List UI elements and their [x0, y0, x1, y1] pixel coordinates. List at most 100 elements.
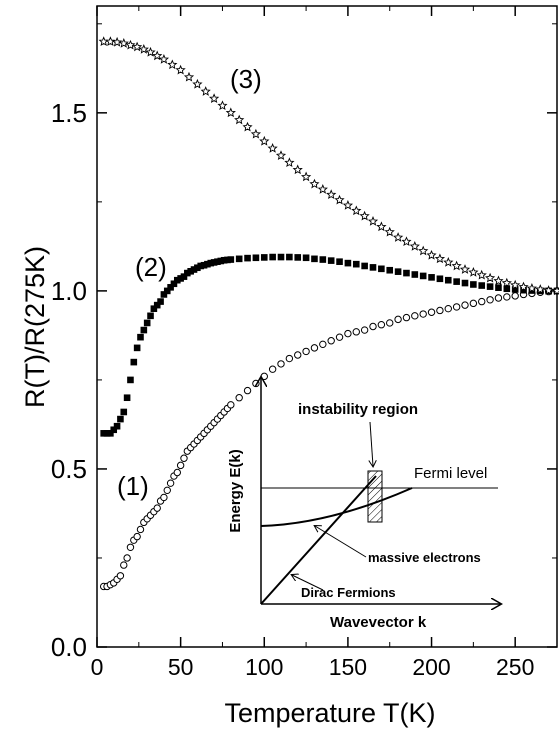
- series-1-point: [369, 322, 377, 331]
- series-3-point: [105, 36, 116, 46]
- series-1-point: [252, 379, 260, 388]
- series-1-point: [277, 360, 285, 368]
- series-1-point: [436, 306, 444, 315]
- x-tick-label: 150: [329, 654, 367, 680]
- series-3-point: [551, 285, 559, 296]
- series-2-point: [107, 430, 114, 437]
- series-3-point: [175, 64, 186, 75]
- curve-label-1: (1): [117, 471, 149, 501]
- series-1-point: [126, 543, 135, 551]
- series-3-point: [309, 178, 320, 189]
- series-2-point: [103, 430, 111, 437]
- series-2-point: [130, 358, 138, 366]
- series-2-point: [197, 262, 205, 270]
- x-tick-label: 200: [412, 654, 450, 680]
- series-2-point: [453, 278, 460, 285]
- series-3-point: [434, 253, 446, 264]
- series-2-point: [269, 253, 276, 261]
- series-3-point: [242, 121, 253, 132]
- series-1-point: [511, 292, 519, 300]
- series-3-point: [98, 36, 109, 46]
- series-2-point: [361, 262, 368, 270]
- series-3-point: [493, 275, 504, 286]
- series-2-point: [444, 276, 452, 284]
- series-2-point: [133, 344, 141, 352]
- series-2-point: [470, 281, 477, 288]
- series-3-point: [543, 285, 554, 295]
- curve-label-3: (3): [230, 64, 262, 94]
- series-3-point: [468, 267, 479, 277]
- series-2-point: [143, 319, 151, 327]
- inset-fermi-label: Fermi level: [414, 465, 487, 482]
- series-2-point: [120, 408, 128, 416]
- y-axis-title: R(T)/R(275K): [20, 246, 50, 408]
- series-1-point: [494, 294, 503, 302]
- series-2-point: [436, 275, 444, 283]
- series-3-point: [418, 245, 429, 256]
- series-2-point: [302, 254, 310, 262]
- series-2-point: [277, 253, 285, 261]
- series-2-point: [127, 376, 134, 384]
- series-2-point: [394, 268, 402, 275]
- series-1-point: [160, 493, 168, 502]
- series-2-point: [378, 265, 385, 273]
- plot-frame: [96, 5, 558, 648]
- series-3-point: [451, 260, 462, 271]
- series-2-point: [184, 269, 191, 277]
- series-2-point: [167, 284, 174, 291]
- series-2-point: [110, 426, 118, 434]
- series-2-point: [294, 254, 302, 261]
- series-1-point: [344, 329, 352, 338]
- series-1-point: [469, 299, 478, 308]
- series-1-point: [486, 296, 494, 304]
- y-tick-label: 0.0: [51, 632, 87, 662]
- inset-massive-label: massive electrons: [368, 550, 481, 565]
- series-1-point: [163, 486, 171, 495]
- series-1-point: [302, 347, 310, 356]
- series-3-point: [459, 264, 471, 274]
- series-2-point: [180, 273, 188, 280]
- series-1-point: [360, 326, 369, 334]
- series-1-point: [394, 315, 402, 324]
- series-1-point: [133, 532, 141, 541]
- series-2-point: [486, 283, 494, 290]
- series-3-point: [510, 279, 521, 290]
- series-1-point: [310, 344, 319, 352]
- series-3-point: [192, 78, 203, 89]
- series-3-point: [526, 283, 538, 293]
- x-axis-title: Temperature T(K): [224, 698, 435, 728]
- series-3-point: [317, 184, 328, 194]
- series-1-point: [260, 372, 268, 381]
- series-3-point: [300, 171, 312, 182]
- series-1-point: [173, 468, 181, 477]
- series-3-point: [476, 269, 487, 280]
- series-2-point: [244, 254, 251, 262]
- series-1-point: [166, 479, 175, 487]
- x-tick-label: 50: [168, 654, 194, 680]
- series-3-point: [275, 150, 287, 160]
- series-3-point: [326, 189, 337, 200]
- series-3-point: [409, 241, 420, 251]
- series-2-point: [170, 280, 178, 288]
- inset-instability-arrow: [370, 421, 373, 466]
- series-1-point: [444, 304, 452, 313]
- series-3-point: [167, 59, 178, 70]
- series-2-point: [369, 264, 377, 271]
- series-3-point: [200, 86, 211, 96]
- series-2-point: [160, 291, 168, 298]
- series-2-point: [217, 257, 225, 265]
- series-2-point: [386, 266, 394, 274]
- series-3-point: [518, 281, 529, 292]
- series-2-point: [173, 276, 181, 284]
- series-1-point: [327, 337, 335, 345]
- series-3-point: [426, 249, 437, 260]
- series-3-point: [367, 216, 379, 226]
- series-3-point: [111, 36, 123, 47]
- series-3-point: [145, 46, 156, 57]
- series-3-point: [485, 272, 496, 283]
- x-tick-label: 100: [245, 654, 283, 680]
- series-3-point: [152, 50, 163, 61]
- y-tick-label: 1.0: [51, 276, 87, 306]
- inset-instability-box: [367, 470, 383, 523]
- inset-dirac-line: [260, 475, 377, 605]
